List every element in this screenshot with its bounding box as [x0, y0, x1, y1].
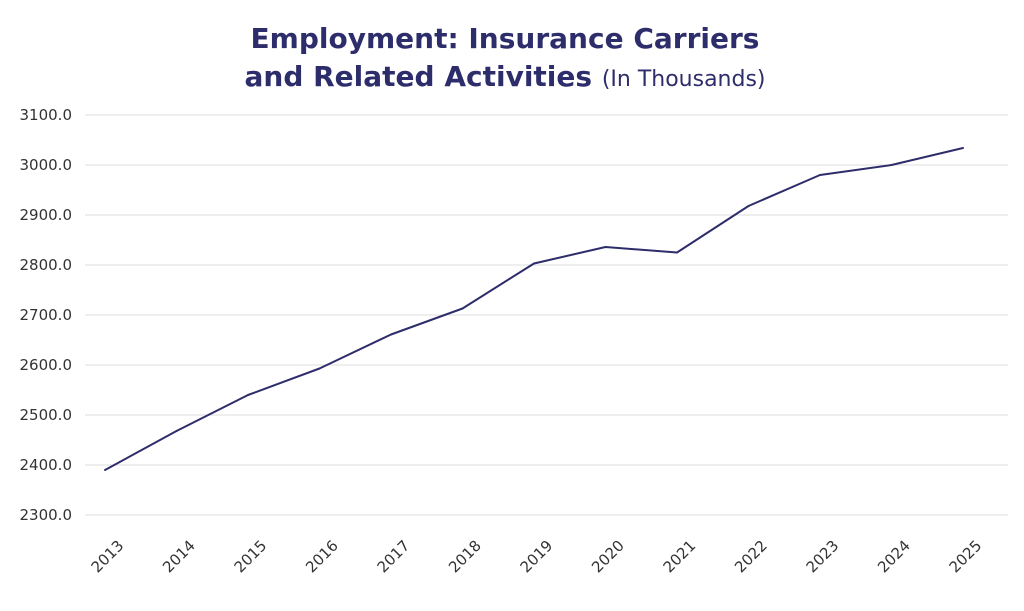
data-point — [962, 147, 964, 149]
data-point — [247, 394, 249, 396]
data-point — [890, 164, 893, 166]
y-tick-label: 2900.0 — [20, 206, 73, 224]
data-point — [533, 262, 535, 265]
series-line — [104, 147, 964, 471]
y-axis: 2300.0 2400.0 2500.0 2600.0 2700.0 2800.0 2900… — [20, 106, 73, 524]
data-point — [461, 307, 464, 310]
y-tick-label: 2300.0 — [20, 506, 73, 524]
x-tick-label: 2018 — [445, 537, 485, 577]
x-tick-label: 2020 — [588, 537, 628, 577]
chart-subtitle: (In Thousands) — [601, 67, 766, 92]
x-tick-label: 2022 — [731, 537, 771, 577]
y-tick-label: 2500.0 — [20, 406, 73, 424]
y-tick-label: 2800.0 — [20, 256, 73, 274]
y-tick-label: 2600.0 — [20, 356, 73, 374]
x-tick-label: 2015 — [231, 537, 271, 577]
y-tick-label: 3100.0 — [20, 106, 73, 124]
y-tick-label: 2400.0 — [20, 456, 73, 474]
series-lines — [104, 147, 964, 471]
data-point — [604, 246, 607, 248]
x-tick-label: 2019 — [517, 537, 557, 577]
x-tick-label: 2013 — [88, 537, 128, 577]
x-tick-label: 2024 — [874, 537, 914, 577]
x-tick-label: 2025 — [946, 537, 986, 577]
data-point — [104, 469, 106, 471]
title-line-2-text: and Related Activities — [244, 60, 593, 93]
x-tick-label: 2017 — [374, 537, 414, 577]
data-point — [676, 251, 678, 254]
x-tick-label: 2021 — [660, 537, 700, 577]
data-point — [175, 430, 178, 432]
x-tick-label: 2014 — [159, 537, 199, 577]
title-line-2: and Related Activities (In Thousands) — [0, 58, 1010, 99]
title-line-1: Employment: Insurance Carriers — [250, 22, 760, 55]
data-point — [819, 174, 821, 176]
y-tick-label: 2700.0 — [20, 306, 73, 324]
y-tick-label: 3000.0 — [20, 156, 73, 174]
x-tick-label: 2023 — [803, 537, 843, 577]
data-point — [318, 367, 321, 370]
chart-title: Employment: Insurance Carriers and Relat… — [0, 20, 1010, 99]
gridlines — [85, 114, 1008, 516]
data-point — [747, 205, 750, 207]
data-point — [390, 333, 392, 336]
x-tick-label: 2016 — [302, 537, 342, 577]
x-axis: 2013 2014 2015 2016 2017 2018 2019 2020 2021 2022… — [88, 537, 986, 577]
